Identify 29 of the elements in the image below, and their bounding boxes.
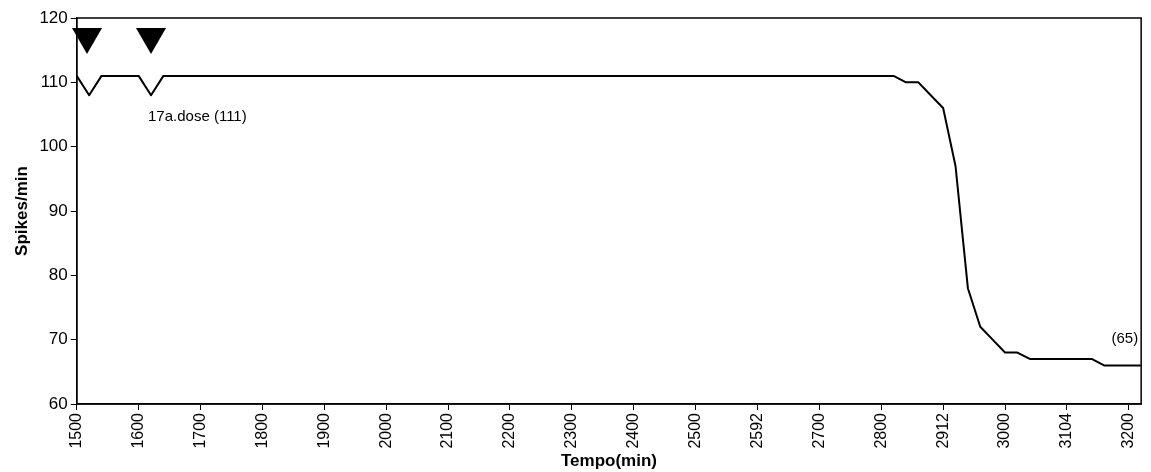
x-axis-title: Tempo(min) bbox=[560, 451, 657, 471]
y-tick-label: 100 bbox=[39, 136, 68, 156]
x-tick-label: 3104 bbox=[1057, 412, 1075, 449]
x-tick-label: 1900 bbox=[314, 412, 332, 449]
x-tick-label: 2700 bbox=[809, 412, 827, 449]
x-tick-label: 3000 bbox=[995, 412, 1013, 449]
x-tick-label: 1600 bbox=[129, 412, 147, 449]
annotation: 17a.dose (111) bbox=[148, 106, 247, 124]
y-tick-label: 120 bbox=[39, 7, 68, 27]
x-tick-label: 2000 bbox=[376, 412, 394, 449]
x-tick-label: 2200 bbox=[500, 412, 518, 449]
y-axis-title: Spikes/min bbox=[11, 166, 31, 256]
x-tick-label: 2500 bbox=[686, 412, 703, 449]
x-tick-label: 3200 bbox=[1119, 412, 1137, 449]
x-tick-label: 2592 bbox=[747, 412, 765, 449]
x-tick-label: 2800 bbox=[871, 412, 889, 449]
x-tick-label: 1700 bbox=[190, 412, 208, 449]
y-tick-label: 110 bbox=[40, 72, 68, 92]
y-tick-label: 60 bbox=[48, 393, 68, 413]
y-tick-label: 80 bbox=[48, 265, 68, 285]
x-tick-label: 2912 bbox=[933, 412, 951, 449]
annotation: (65) bbox=[1111, 328, 1139, 346]
y-tick-label: 90 bbox=[48, 200, 68, 220]
x-tick-label: 1500 bbox=[67, 412, 85, 449]
x-tick-label: 2100 bbox=[438, 412, 456, 449]
x-tick-label: 2300 bbox=[562, 412, 580, 449]
x-tick-label: 1800 bbox=[252, 412, 270, 449]
y-tick-label: 70 bbox=[48, 329, 68, 349]
x-tick-label: 2400 bbox=[624, 412, 642, 449]
